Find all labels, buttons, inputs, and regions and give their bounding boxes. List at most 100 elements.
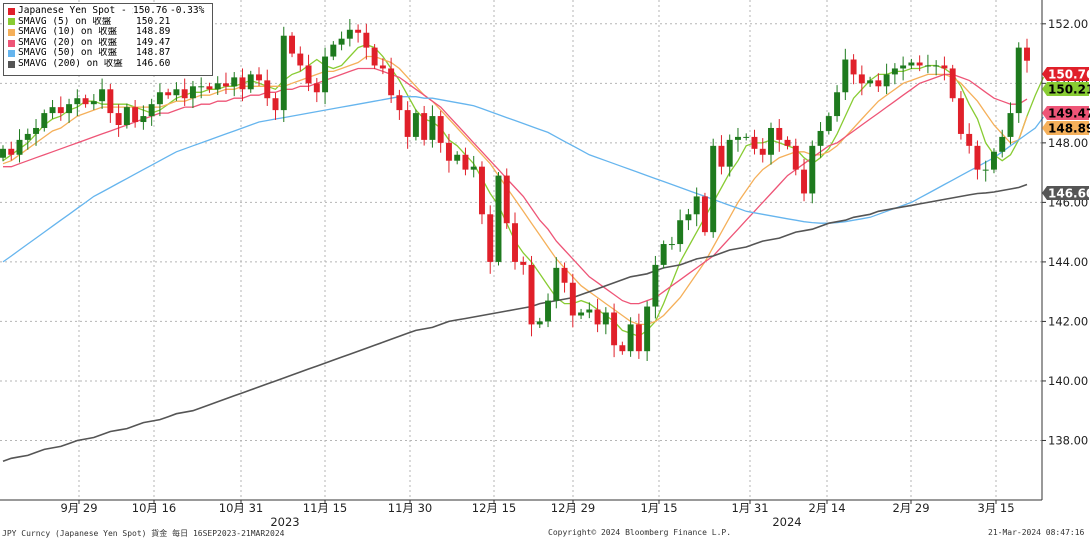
candle-body: [404, 110, 411, 137]
candle: [710, 138, 717, 238]
candle-body: [990, 151, 997, 170]
candle: [908, 58, 915, 70]
candle: [90, 94, 97, 110]
candle: [545, 293, 552, 328]
candle-body: [41, 113, 48, 128]
candle-body: [569, 282, 576, 316]
legend-item-smavg200: SMAVG (200) on 收盤 146.60: [8, 58, 209, 70]
candle: [1007, 102, 1014, 145]
last-value-badge: 149.47: [1042, 106, 1090, 121]
candle-body: [107, 89, 114, 114]
candle-body: [660, 244, 667, 265]
candle-body: [346, 29, 353, 39]
candle-body: [825, 116, 832, 131]
candle-body: [602, 312, 609, 325]
badge-value: 148.89: [1048, 122, 1090, 136]
candle-body: [759, 148, 766, 155]
candle: [685, 208, 692, 231]
candle-body: [82, 98, 89, 105]
candle: [247, 70, 254, 93]
candle: [239, 68, 246, 102]
candle: [66, 98, 73, 123]
legend-swatch: [8, 50, 15, 58]
last-value-badge: 150.21: [1042, 82, 1090, 97]
candle: [850, 54, 857, 85]
candle: [487, 205, 494, 274]
legend-item-smavg50: SMAVG (50) on 收盤 148.87: [8, 48, 209, 59]
candle: [999, 129, 1006, 158]
candle: [792, 138, 799, 176]
candle-body: [222, 83, 229, 87]
candle-body: [512, 223, 518, 262]
last-value-badge: 146.60: [1042, 186, 1090, 201]
candle: [107, 83, 114, 123]
badge-shape: [1042, 121, 1089, 135]
candle-body: [701, 196, 708, 233]
candle: [445, 133, 452, 173]
candle: [280, 26, 287, 123]
candle-body: [693, 196, 700, 215]
legend-label: SMAVG (10) on 收盤: [18, 27, 118, 38]
candle: [701, 192, 708, 236]
candle: [834, 85, 841, 122]
legend-label: SMAVG (200) on 收盤: [18, 58, 123, 69]
candle: [264, 69, 271, 106]
candle-body: [850, 59, 857, 75]
legend-swatch: [8, 18, 15, 26]
candle-body: [421, 113, 428, 140]
candle: [867, 76, 874, 87]
candle: [462, 147, 469, 176]
candle: [627, 317, 634, 357]
candle: [933, 60, 940, 76]
candle-body: [297, 53, 304, 66]
candle-body: [751, 136, 758, 149]
candle-body: [842, 59, 849, 93]
candle: [379, 58, 386, 75]
candle: [561, 262, 568, 293]
candle-body: [817, 130, 824, 146]
candle-body: [57, 107, 64, 114]
candle: [966, 123, 973, 154]
x-tick-label: 10月 31: [219, 501, 263, 515]
candle-body: [545, 300, 552, 322]
candle-body: [264, 80, 271, 99]
candle: [148, 98, 155, 126]
candle-body: [553, 267, 560, 301]
candle: [132, 100, 139, 128]
candle: [470, 155, 477, 178]
series-line: [2, 55, 1028, 326]
candle: [404, 101, 411, 149]
candle: [330, 41, 337, 61]
candle: [214, 76, 221, 95]
candle-body: [49, 107, 56, 114]
candle: [924, 54, 931, 74]
candle: [322, 47, 329, 105]
candle-body: [726, 139, 733, 167]
candle-body: [90, 101, 97, 105]
candle-body: [388, 68, 395, 96]
candle: [916, 55, 923, 72]
candle-body: [371, 47, 378, 66]
candle: [784, 136, 791, 150]
legend-label: SMAVG (5) on 收盤: [18, 16, 112, 27]
candle: [1024, 38, 1030, 73]
candle-body: [635, 324, 642, 352]
series-line: [2, 43, 1045, 338]
candle-body: [966, 133, 973, 146]
y-tick-label: 142.00: [1048, 314, 1088, 328]
candle-body: [809, 145, 816, 194]
candle-body: [627, 324, 634, 352]
candle: [363, 23, 370, 60]
candle-body: [883, 74, 890, 87]
candle-body: [0, 148, 6, 158]
candle: [41, 109, 48, 132]
candle: [165, 88, 172, 99]
legend-item-spot: Japanese Yen Spot - 最新價 150.76 -0.33%: [8, 5, 209, 17]
candle-body: [891, 68, 898, 75]
candle-body: [165, 92, 172, 96]
candle-body: [776, 127, 783, 140]
candle: [388, 57, 395, 103]
candle: [883, 63, 890, 95]
candle: [346, 19, 353, 47]
badge-shape: [1042, 82, 1089, 96]
